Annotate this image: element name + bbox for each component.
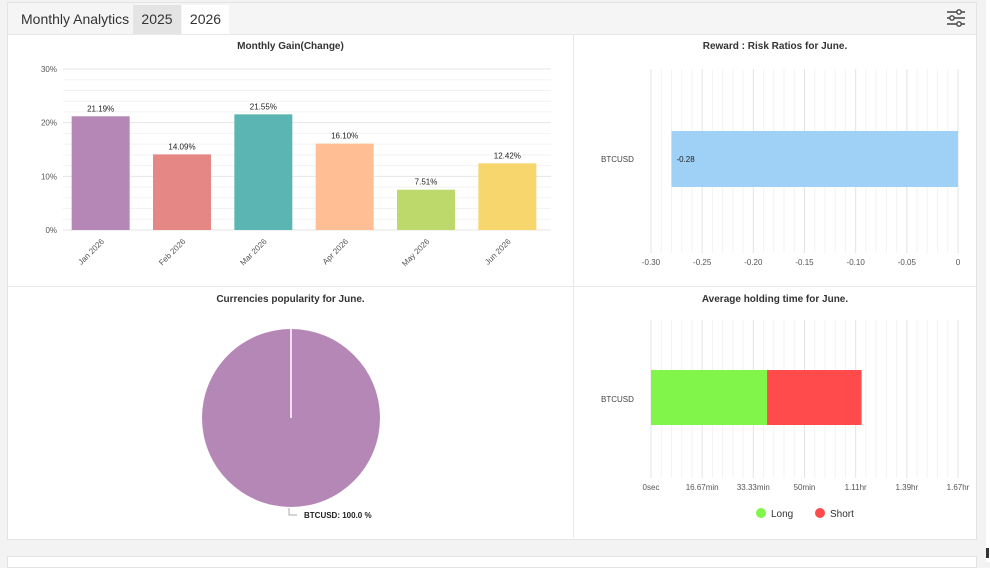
monthly-gain-title: Monthly Gain(Change) [237, 41, 344, 52]
y-tick-label: 30% [41, 65, 57, 74]
legend-marker-long [756, 508, 766, 518]
y-tick-label: 20% [41, 119, 57, 128]
bar-value-label: -0.28 [676, 155, 695, 164]
bar-jan-2026 [71, 116, 130, 230]
bar-short [767, 370, 862, 425]
legend-label-short: Short [830, 509, 854, 520]
x-tick-label: 16.67min [686, 483, 719, 492]
x-tick-label: -0.25 [693, 258, 712, 267]
holding-time-chart: BTCUSD 0sec 16.67min 33.33min 50min 1.11hr 1.… [601, 320, 970, 520]
x-tick-label: Apr 2026 [321, 237, 351, 267]
slice-label: BTCUSD: 100.0 % [304, 511, 372, 520]
data-label: 14.09% [168, 142, 195, 151]
x-tick-label: 1.11hr [845, 483, 867, 492]
bar-btcusd [671, 131, 958, 187]
legend-label-long: Long [771, 509, 793, 520]
analytics-card: Monthly Analytics 2025 2026 Monthly Gain… [7, 2, 977, 540]
x-tick-label: Jun 2026 [483, 237, 513, 267]
x-tick-label: 50min [794, 483, 816, 492]
currencies-pie-chart: BTCUSD: 100.0 % [202, 329, 380, 520]
reward-risk-chart: BTCUSD -0.28 -0.30 -0.25 -0.20 -0.15 -0.10 -0.… [601, 69, 961, 267]
x-tick-label: 0sec [643, 483, 660, 492]
data-label: 16.10% [331, 132, 358, 141]
y-tick-label: 10% [41, 172, 57, 181]
sliders-icon[interactable] [945, 7, 967, 29]
category-label: BTCUSD [601, 155, 634, 164]
next-card [7, 556, 977, 568]
scrollbar-track[interactable] [986, 0, 990, 562]
tab-2026[interactable]: 2026 [182, 5, 229, 34]
y-tick-label: 0% [45, 226, 57, 235]
data-label: 21.19% [87, 104, 114, 113]
data-label: 7.51% [415, 178, 438, 187]
horizontal-divider [8, 286, 976, 287]
x-tick-label: Jan 2026 [76, 237, 106, 267]
x-tick-label: May 2026 [400, 237, 432, 269]
legend-marker-short [815, 508, 825, 518]
data-label: 12.42% [494, 151, 521, 160]
holding-time-title: Average holding time for June. [701, 294, 849, 305]
category-label: BTCUSD [601, 395, 634, 404]
bar-feb-2026 [153, 154, 211, 230]
bar-long [651, 370, 768, 425]
x-tick-label: -0.10 [847, 258, 866, 267]
bar-may-2026 [397, 189, 455, 230]
scrollbar-thumb[interactable] [986, 548, 989, 558]
x-tick-label: Feb 2026 [157, 237, 188, 268]
x-tick-label: -0.05 [898, 258, 917, 267]
bar-jun-2026 [478, 163, 537, 230]
x-tick-label: 33.33min [737, 483, 770, 492]
x-tick-label: 1.39hr [895, 483, 918, 492]
slice-label-connector [288, 508, 297, 516]
x-tick-label: 0 [956, 258, 961, 267]
x-tick-label: -0.30 [642, 258, 661, 267]
reward-risk-title: Reward : Risk Ratios for June. [702, 41, 848, 52]
x-tick-label: 1.67hr [947, 483, 970, 492]
monthly-gain-chart: 30% 20% 10% 0% 21.19% 14.09% 21.55% 16.10% 7.51… [41, 65, 551, 269]
bar-apr-2026 [315, 143, 374, 230]
currencies-title: Currencies popularity for June. [216, 294, 365, 305]
bar-mar-2026 [234, 114, 293, 230]
page-title: Monthly Analytics [21, 11, 130, 27]
x-tick-label: -0.20 [744, 258, 763, 267]
tab-2025[interactable]: 2025 [133, 5, 181, 34]
data-label: 21.55% [250, 102, 277, 111]
x-tick-label: Mar 2026 [238, 237, 269, 268]
card-header: Monthly Analytics 2025 2026 [8, 3, 976, 35]
x-tick-label: -0.15 [795, 258, 814, 267]
